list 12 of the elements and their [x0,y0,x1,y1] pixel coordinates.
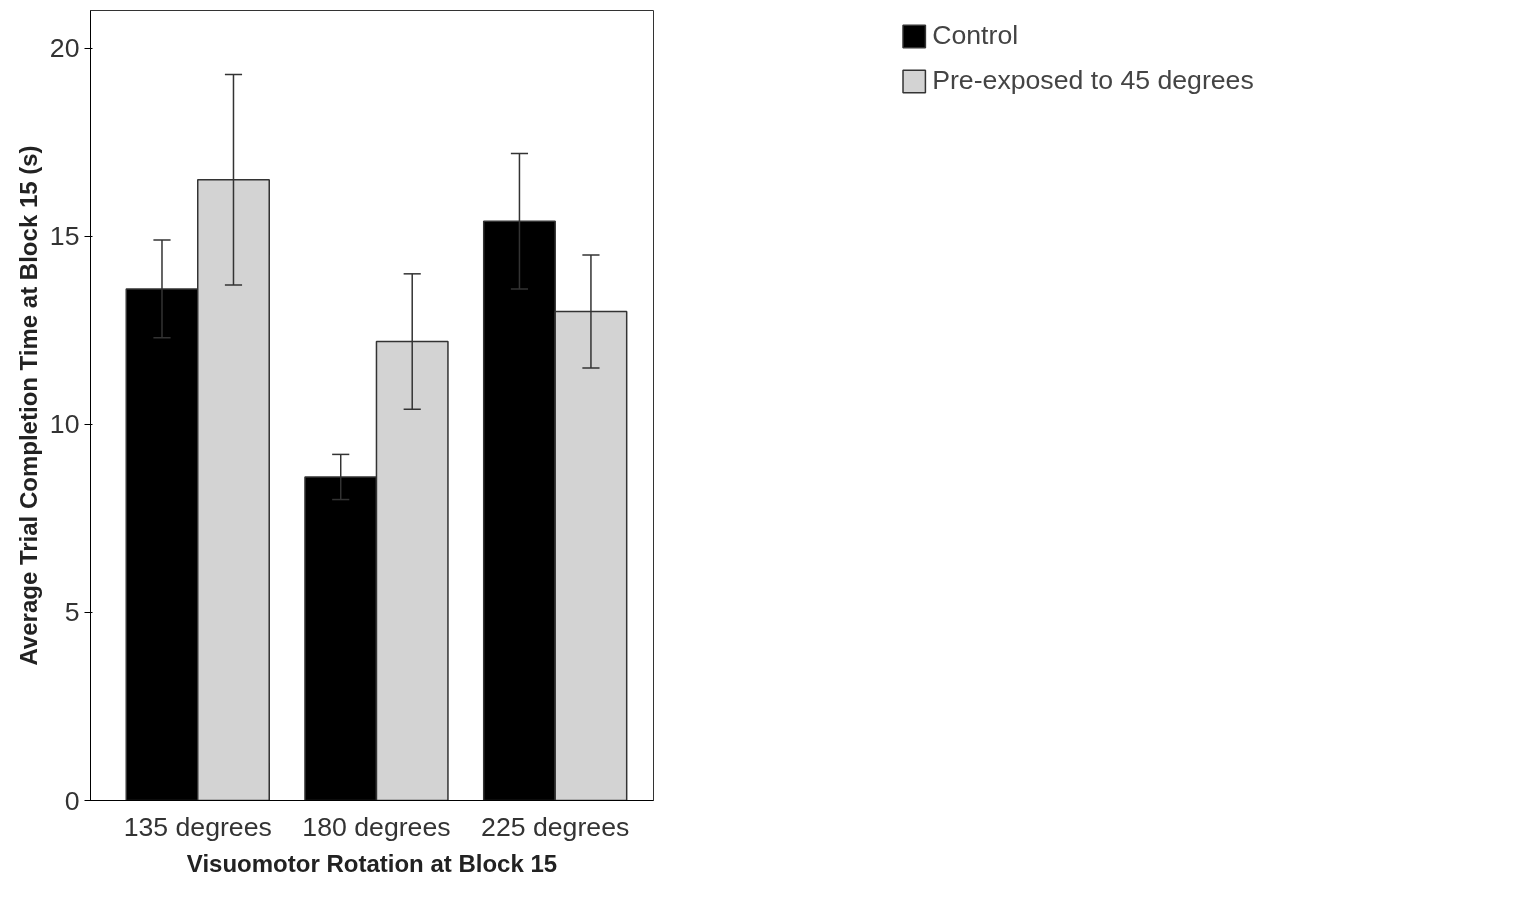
y-tick-label: 10 [49,409,80,440]
x-tick-label: 225 degrees [481,811,630,842]
x-axis-title: Visuomotor Rotation at Block 15 [186,849,558,877]
x-tick-label: 180 degrees [302,811,451,842]
y-tick-label: 5 [64,597,80,628]
y-tick-label: 0 [64,785,80,816]
legend-label: Pre-exposed to 45 degrees [932,65,1254,96]
y-tick-label: 15 [49,221,80,252]
y-tick-label: 20 [49,33,80,64]
x-tick-label: 135 degrees [123,811,272,842]
legend-label: Control [932,20,1019,51]
y-axis-title: Average Trial Completion Time at Block 15 (s) [14,145,42,666]
